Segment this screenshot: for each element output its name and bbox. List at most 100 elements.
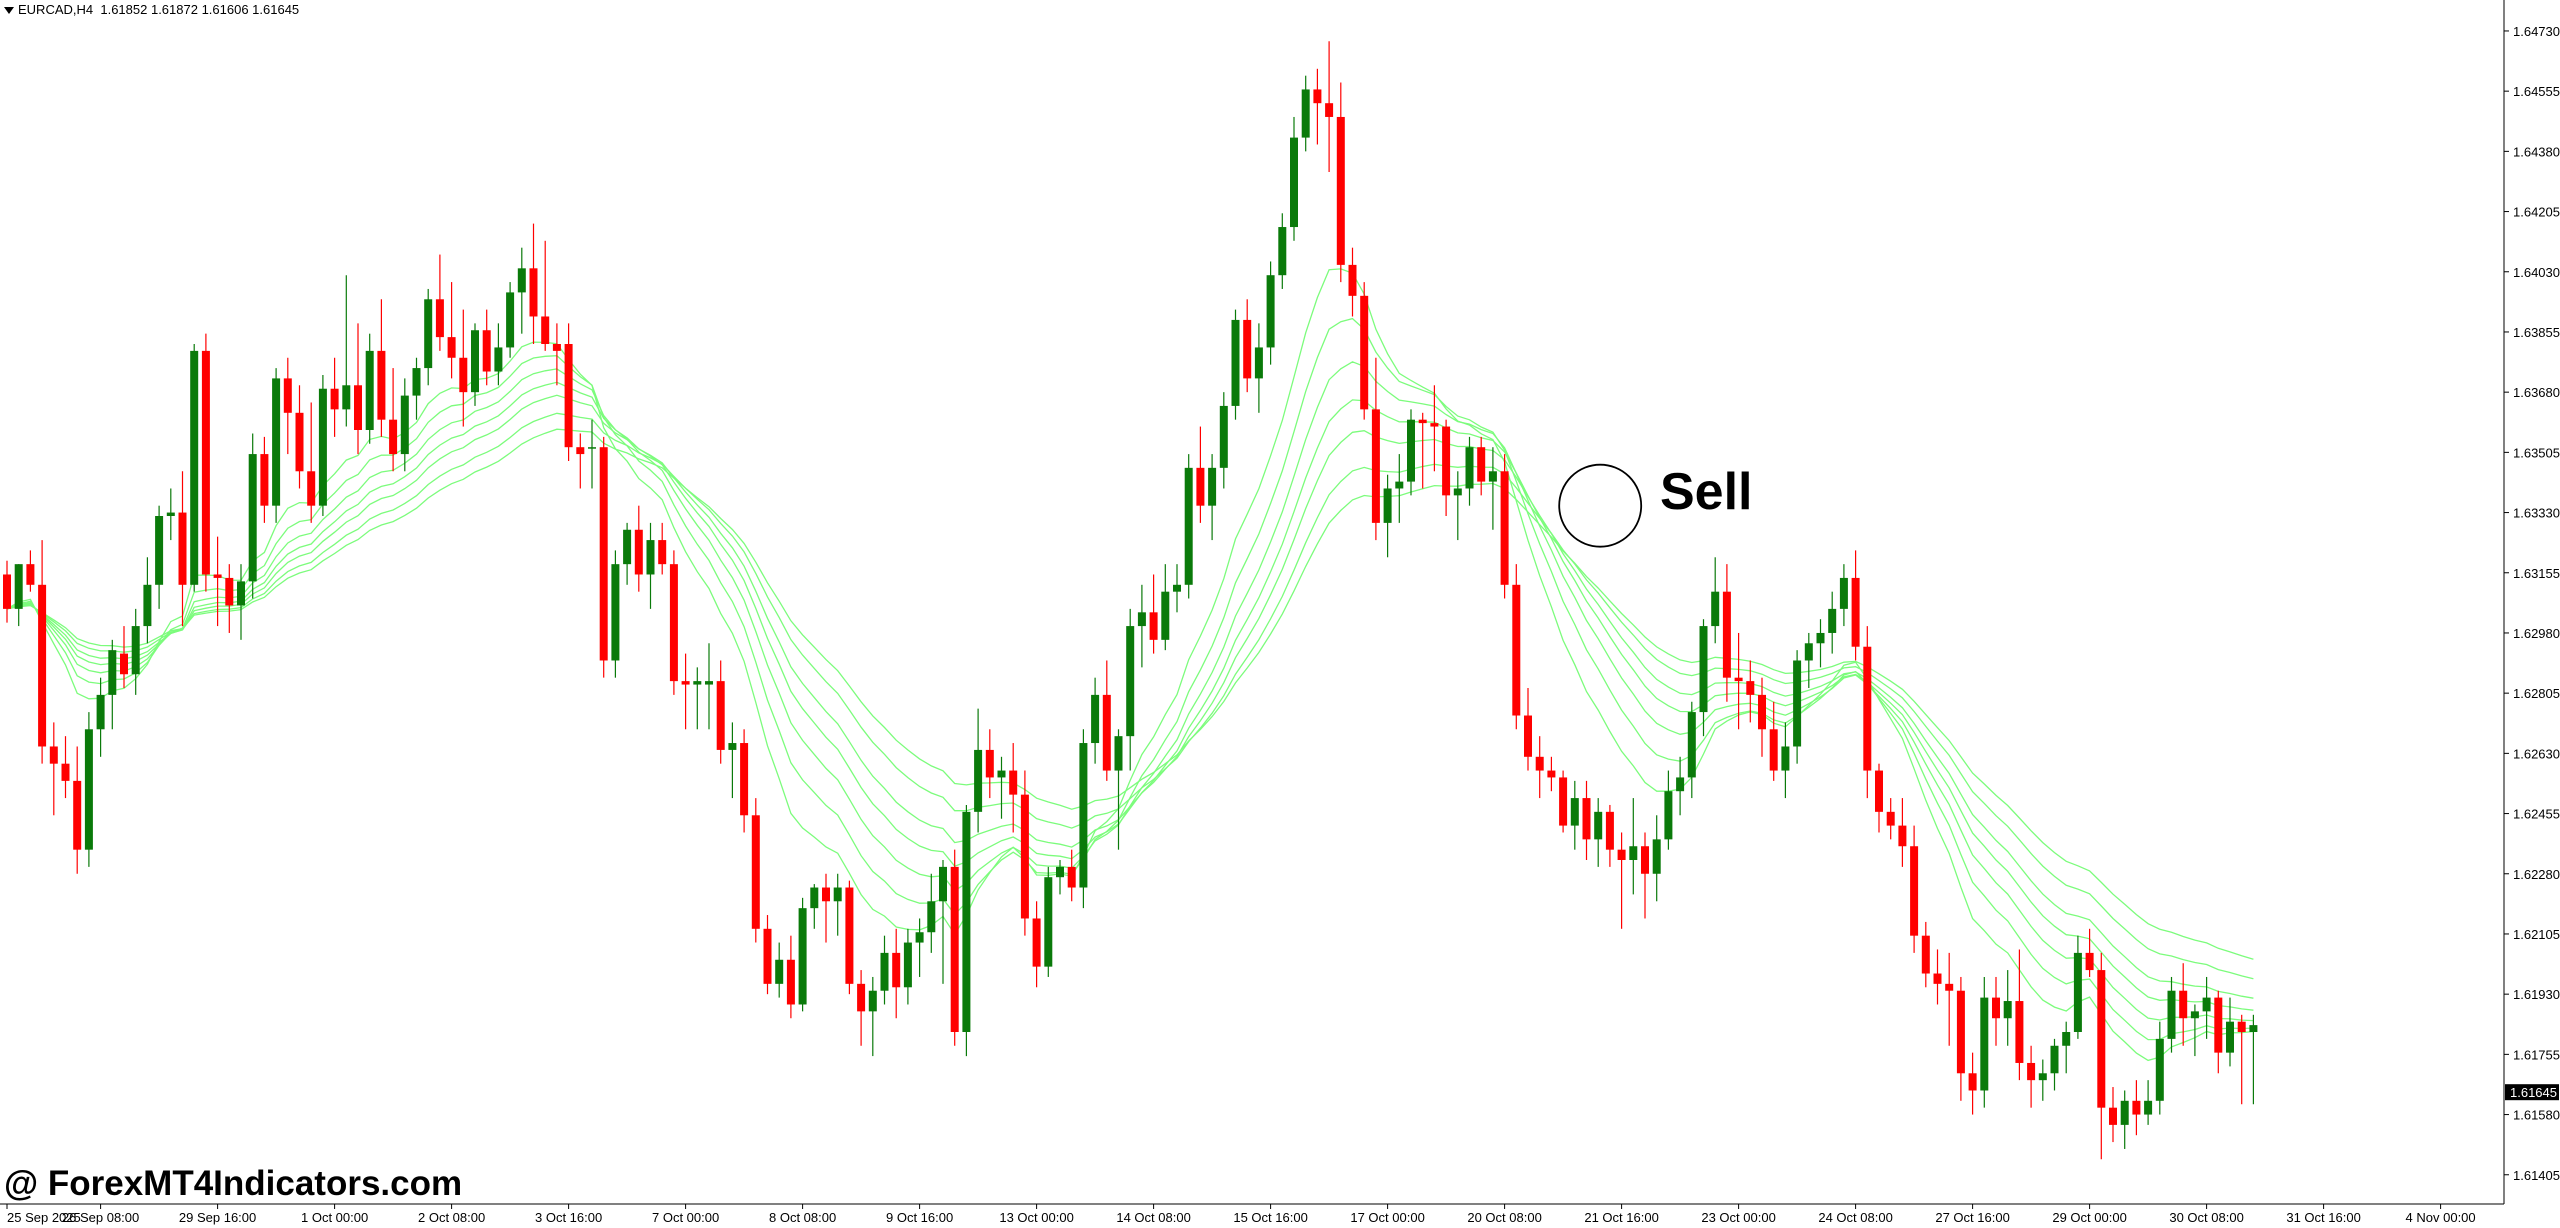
candle-body[interactable] — [740, 743, 749, 816]
candle-body[interactable] — [1009, 770, 1018, 795]
candle-body[interactable] — [1512, 584, 1521, 716]
candle-body[interactable] — [295, 412, 304, 472]
candle-body[interactable] — [950, 866, 959, 1032]
candle-body[interactable] — [412, 368, 421, 396]
candle-body[interactable] — [14, 564, 23, 609]
candle-body[interactable] — [1383, 488, 1392, 523]
candle-body[interactable] — [1243, 319, 1252, 379]
candle-body[interactable] — [974, 749, 983, 812]
candle-body[interactable] — [810, 887, 819, 909]
candle-body[interactable] — [529, 268, 538, 317]
candle-body[interactable] — [1980, 997, 1989, 1091]
candle-body[interactable] — [260, 454, 269, 506]
candle-body[interactable] — [190, 350, 199, 585]
candle-body[interactable] — [96, 694, 105, 730]
candle-body[interactable] — [552, 344, 561, 351]
candle-body[interactable] — [541, 316, 550, 344]
candle-body[interactable] — [1056, 866, 1064, 878]
candle-body[interactable] — [1758, 694, 1766, 730]
candle-body[interactable] — [248, 454, 257, 582]
candle-body[interactable] — [2015, 1001, 2024, 1063]
candle-body[interactable] — [985, 749, 994, 778]
candle-body[interactable] — [634, 529, 643, 575]
candle-body[interactable] — [1992, 997, 2000, 1019]
candle-body[interactable] — [1898, 825, 1907, 847]
candle-body[interactable] — [1722, 591, 1731, 678]
candle-body[interactable] — [2003, 1001, 2012, 1019]
candle-body[interactable] — [1020, 794, 1029, 919]
candle-body[interactable] — [1254, 347, 1263, 379]
candle-body[interactable] — [1839, 577, 1848, 609]
candle-body[interactable] — [1816, 632, 1825, 644]
candle-body[interactable] — [365, 350, 374, 430]
candle-body[interactable] — [1945, 983, 1954, 991]
candle-body[interactable] — [833, 887, 842, 902]
candle-body[interactable] — [845, 887, 854, 984]
candle-body[interactable] — [1629, 846, 1638, 860]
candle-body[interactable] — [1781, 746, 1790, 771]
candle-body[interactable] — [1184, 467, 1193, 585]
candle-body[interactable] — [2109, 1107, 2117, 1125]
candle-body[interactable] — [73, 780, 82, 850]
candle-body[interactable] — [2226, 1021, 2234, 1053]
candle-body[interactable] — [1313, 89, 1322, 104]
candle-body[interactable] — [1395, 481, 1404, 489]
candle-body[interactable] — [494, 347, 503, 372]
candle-body[interactable] — [681, 681, 690, 685]
candle-body[interactable] — [155, 516, 164, 585]
candle-body[interactable] — [1465, 447, 1474, 489]
candle-body[interactable] — [1804, 643, 1813, 661]
candle-body[interactable] — [424, 299, 433, 369]
candle-body[interactable] — [1676, 777, 1685, 792]
candle-body[interactable] — [2167, 990, 2176, 1039]
candle-body[interactable] — [1360, 295, 1369, 410]
candle-body[interactable] — [1933, 973, 1942, 984]
candle-body[interactable] — [201, 350, 210, 575]
candle-body[interactable] — [2097, 970, 2106, 1108]
candle-body[interactable] — [1711, 591, 1720, 627]
candle-body[interactable] — [237, 581, 245, 606]
candle-body[interactable] — [213, 574, 222, 578]
candle-body[interactable] — [658, 540, 667, 565]
candle-body[interactable] — [1605, 811, 1614, 850]
candle-body[interactable] — [1559, 777, 1568, 826]
candle-body[interactable] — [1500, 471, 1509, 585]
candle-body[interactable] — [3, 574, 11, 609]
candle-body[interactable] — [120, 653, 128, 675]
candle-body[interactable] — [1769, 729, 1778, 771]
candle-body[interactable] — [576, 447, 585, 455]
candle-body[interactable] — [1570, 798, 1579, 826]
candle-body[interactable] — [997, 770, 1006, 778]
candle-body[interactable] — [471, 330, 479, 393]
candle-body[interactable] — [775, 959, 784, 984]
candle-body[interactable] — [588, 447, 596, 449]
candle-body[interactable] — [2073, 952, 2082, 1032]
candle-body[interactable] — [1371, 409, 1380, 523]
candle-body[interactable] — [1875, 770, 1883, 812]
candle-body[interactable] — [1734, 677, 1743, 682]
candle-body[interactable] — [1652, 839, 1661, 874]
candle-body[interactable] — [1453, 488, 1462, 496]
candle-body[interactable] — [763, 928, 772, 984]
candle-body[interactable] — [1793, 660, 1802, 747]
candle-body[interactable] — [1430, 423, 1439, 427]
candle-body[interactable] — [1863, 646, 1872, 771]
candle-body[interactable] — [927, 901, 936, 933]
candle-body[interactable] — [1161, 591, 1170, 640]
candle-body[interactable] — [1032, 918, 1041, 967]
candle-body[interactable] — [517, 268, 526, 293]
dropdown-triangle-icon[interactable] — [4, 7, 14, 15]
candle-body[interactable] — [1851, 577, 1860, 647]
candle-body[interactable] — [2155, 1038, 2164, 1101]
candle-body[interactable] — [1547, 770, 1556, 778]
candle-body[interactable] — [447, 337, 456, 358]
candle-body[interactable] — [2214, 997, 2223, 1053]
candle-body[interactable] — [669, 564, 678, 682]
candle-body[interactable] — [2085, 952, 2094, 971]
candle-body[interactable] — [611, 564, 620, 661]
candle-body[interactable] — [1067, 866, 1076, 888]
candle-body[interactable] — [1208, 467, 1217, 506]
candle-body[interactable] — [389, 419, 398, 455]
candle-body[interactable] — [1956, 990, 1965, 1074]
candle-body[interactable] — [2132, 1100, 2141, 1115]
